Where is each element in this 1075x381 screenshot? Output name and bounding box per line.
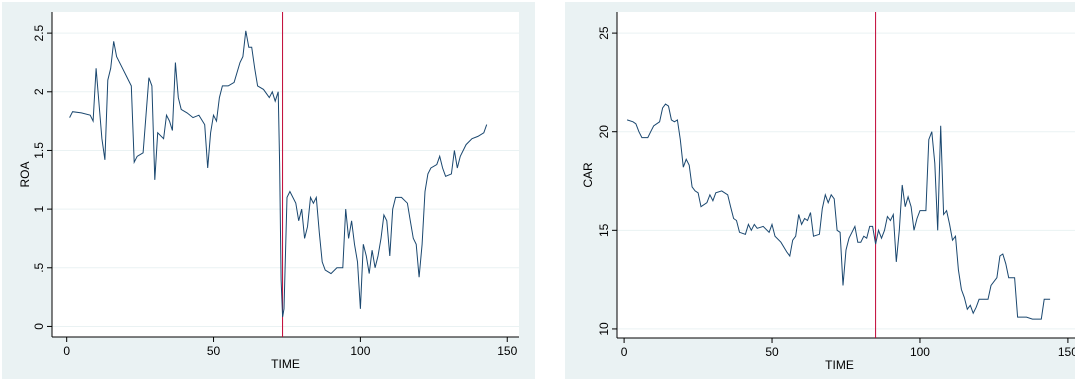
x-axis-title: TIME xyxy=(825,358,854,372)
plot-area xyxy=(617,12,1075,338)
x-tick-label: 100 xyxy=(350,344,370,358)
x-tick-label: 150 xyxy=(1058,345,1075,359)
x-tick-label: 100 xyxy=(910,345,930,359)
y-tick-label: 25 xyxy=(597,26,611,40)
y-axis-title: ROA xyxy=(18,161,32,187)
x-tick-label: 0 xyxy=(621,345,628,359)
data-line xyxy=(626,103,1051,320)
x-tick-label: 50 xyxy=(765,345,779,359)
y-axis-title: CAR xyxy=(581,162,595,188)
x-tick-label: 150 xyxy=(497,344,517,358)
y-tick-label: 2 xyxy=(32,88,46,95)
y-tick-label: 10 xyxy=(597,322,611,336)
y-tick-label: 15 xyxy=(597,223,611,237)
plot-area xyxy=(52,12,519,337)
y-tick-label: 0 xyxy=(32,323,46,330)
y-tick-label: 2.5 xyxy=(32,24,46,41)
y-tick-label: 1.5 xyxy=(32,142,46,159)
x-tick-label: 0 xyxy=(63,344,70,358)
y-tick-label: .5 xyxy=(32,262,46,272)
x-axis-title: TIME xyxy=(271,357,300,371)
x-tick-label: 50 xyxy=(207,344,221,358)
y-tick-label: 20 xyxy=(597,125,611,139)
data-line xyxy=(69,30,488,318)
y-tick-label: 1 xyxy=(32,205,46,212)
